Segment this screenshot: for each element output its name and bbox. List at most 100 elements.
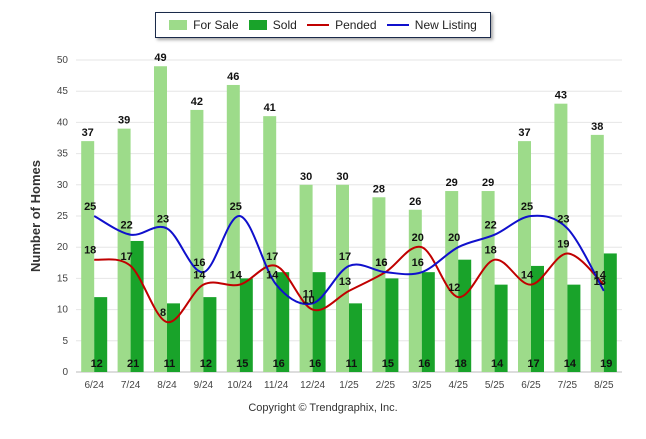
bar-for-sale [117,128,131,372]
y-tick-label: 25 [57,211,69,222]
y-tick-label: 5 [62,336,68,347]
y-tick-label: 10 [57,305,69,316]
data-label-new-listing: 25 [521,201,533,213]
y-tick-label: 35 [57,149,69,160]
legend-swatch-sold [248,20,267,30]
data-label-new-listing: 13 [594,276,606,288]
y-tick-label: 0 [62,367,68,378]
bar-for-sale [190,109,204,373]
data-label-new-listing: 23 [157,213,169,225]
x-tick-label: 10/24 [227,380,252,391]
legend-item-new-listing[interactable]: New Listing [386,18,477,32]
legend-swatch-pended [307,24,330,26]
x-tick-label: 8/25 [594,380,614,391]
x-tick-label: 7/24 [121,380,141,391]
bar-sold [458,259,472,372]
data-label-new-listing: 25 [84,201,96,213]
y-tick-label: 30 [57,180,69,191]
legend-swatch-new-listing [386,24,409,26]
data-label-for-sale: 39 [118,115,130,127]
data-label-pended: 14 [193,270,206,282]
x-tick-label: 5/25 [485,380,505,391]
x-tick-label: 8/24 [157,380,177,391]
data-label-new-listing: 22 [484,220,496,232]
bar-for-sale [445,191,459,372]
bar-for-sale [299,184,313,372]
data-label-for-sale: 30 [336,171,348,183]
y-tick-label: 40 [57,117,69,128]
data-label-new-listing: 17 [339,251,351,263]
data-label-sold: 17 [527,358,539,370]
bar-sold [94,297,108,372]
data-label-sold: 16 [309,358,321,370]
data-label-sold: 18 [455,358,467,370]
data-label-for-sale: 28 [373,183,385,195]
data-label-sold: 16 [418,358,430,370]
data-label-new-listing: 16 [193,257,205,269]
data-label-pended: 19 [557,238,569,250]
data-label-for-sale: 41 [264,102,276,114]
x-tick-label: 7/25 [558,380,578,391]
data-label-sold: 15 [382,358,394,370]
data-label-sold: 14 [491,358,504,370]
bar-sold [603,253,617,372]
data-label-for-sale: 42 [191,96,203,108]
bar-for-sale [154,66,167,373]
legend-label-for-sale: For Sale [193,18,239,32]
bar-for-sale [408,209,422,372]
data-label-pended: 17 [120,251,132,263]
bar-for-sale [481,191,495,372]
bar-for-sale [226,84,240,373]
x-tick-label: 6/25 [521,380,541,391]
data-label-pended: 10 [302,295,314,307]
legend-item-for-sale[interactable]: For Sale [169,18,239,32]
y-tick-label: 20 [57,242,69,253]
x-tick-label: 2/25 [376,380,396,391]
bar-sold [494,284,508,372]
data-label-pended: 13 [339,276,351,288]
data-label-new-listing: 22 [120,220,132,232]
legend-label-sold: Sold [272,18,297,32]
bar-for-sale [372,197,386,372]
data-label-for-sale: 26 [409,196,421,208]
data-label-for-sale: 43 [555,90,567,102]
bar-for-sale [336,184,349,372]
data-label-for-sale: 49 [154,52,166,64]
data-label-new-listing: 25 [230,201,242,213]
data-label-sold: 14 [564,358,577,370]
bar-sold [167,303,180,372]
data-label-for-sale: 30 [300,171,312,183]
bar-sold [385,278,399,372]
y-tick-label: 15 [57,273,69,284]
data-label-for-sale: 37 [518,127,530,139]
bar-for-sale [554,103,568,373]
bar-for-sale [518,141,531,372]
data-label-new-listing: 16 [375,257,387,269]
bar-sold [276,272,290,372]
bar-sold [130,240,144,372]
data-label-for-sale: 29 [482,177,494,189]
data-label-new-listing: 11 [303,288,315,300]
x-tick-label: 6/24 [84,380,104,391]
bar-for-sale [263,116,277,372]
data-label-pended: 18 [484,245,496,257]
legend-label-pended: Pended [335,18,377,32]
data-label-pended: 12 [448,282,460,294]
x-tick-label: 9/24 [194,380,214,391]
data-label-for-sale: 37 [82,127,94,139]
bar-sold [203,297,217,372]
data-label-new-listing: 16 [412,257,424,269]
bar-sold [239,278,253,372]
data-label-pended: 16 [375,257,387,269]
data-label-pended: 14 [594,270,607,282]
data-label-sold: 21 [127,358,139,370]
legend-swatch-for-sale [169,20,188,30]
data-label-new-listing: 20 [448,232,460,244]
data-label-for-sale: 29 [446,177,458,189]
data-label-sold: 12 [200,358,212,370]
legend-item-pended[interactable]: Pended [307,18,377,32]
data-label-sold: 11 [164,358,176,370]
data-label-pended: 20 [412,232,424,244]
legend-item-sold[interactable]: Sold [248,18,297,32]
